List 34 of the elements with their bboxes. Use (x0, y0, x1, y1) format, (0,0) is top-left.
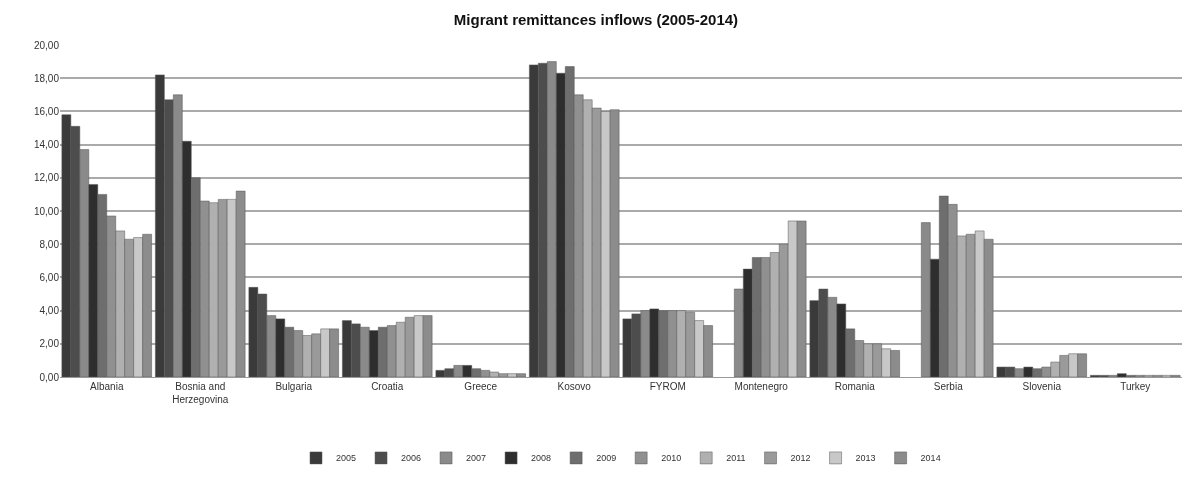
y-tick-label: 10,00 (33, 205, 60, 217)
y-tick-label: 14,00 (33, 139, 60, 151)
y-tick-label: 4,00 (39, 305, 60, 317)
legend-label: 2014 (920, 453, 941, 464)
legend-label: 2005 (336, 453, 357, 464)
x-tick-label: FYROM (649, 381, 686, 392)
x-tick-label: Montenegro (734, 381, 789, 392)
y-tick-label: 2,00 (39, 338, 60, 350)
x-tick-label: Croatia (371, 381, 404, 392)
legend-label: 2011 (726, 453, 746, 464)
x-tick-label: Kosovo (557, 381, 592, 392)
legend-label: 2008 (531, 453, 552, 464)
y-tick-label: 16,00 (33, 105, 60, 117)
x-tick-label: Albania (90, 381, 124, 392)
legend-label: 2010 (661, 453, 682, 464)
y-tick-label: 6,00 (39, 271, 60, 283)
y-tick-label: 8,00 (39, 238, 60, 250)
legend-label: 2009 (596, 453, 617, 464)
legend-label: 2012 (790, 453, 811, 464)
y-tick-label: 20,00 (33, 39, 60, 51)
x-tick-label: Romania (834, 381, 876, 392)
x-tick-label: Bulgaria (275, 381, 313, 392)
x-tick-label: Bosnia and Herzegovina (172, 381, 229, 405)
chart-title: Migrant remittances inflows (2005-2014) (453, 10, 739, 28)
x-tick-label: Greece (464, 381, 498, 392)
legend-label: 2013 (855, 453, 876, 464)
x-tick-label: Slovenia (1022, 381, 1062, 392)
legend-label: 2007 (466, 453, 487, 464)
y-tick-label: 18,00 (33, 72, 60, 84)
legend-label: 2006 (401, 453, 422, 464)
y-tick-label: 12,00 (33, 172, 60, 184)
x-tick-label: Turkey (1120, 381, 1151, 392)
y-tick-label: 0,00 (39, 371, 60, 383)
x-tick-label: Serbia (933, 381, 964, 392)
